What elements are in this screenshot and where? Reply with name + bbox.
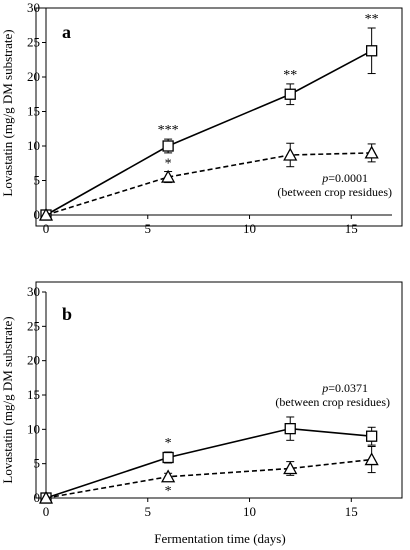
p-note-a: (between crop residues): [277, 185, 392, 199]
axes: 0 5 10 15 20 25 30 0 5 10 15: [27, 0, 392, 236]
y-tick-label: 15: [27, 104, 40, 119]
x-tick-label: 5: [145, 221, 152, 236]
series-line-triangle: [45, 152, 372, 216]
data-point-square: [284, 88, 296, 100]
significance-marker: ***: [158, 123, 179, 138]
axes: 0 5 10 15 20 25 30 0 5 10 15: [27, 284, 392, 519]
x-tick-label: 15: [345, 221, 358, 236]
p-value-b: =0.0371: [328, 381, 368, 395]
y-tick-label: 30: [27, 0, 40, 15]
panel-label-b: b: [62, 304, 72, 324]
data-point-triangle: [364, 145, 379, 159]
y-tick-label: 15: [27, 387, 40, 402]
data-point-triangle: [38, 207, 54, 221]
series-layer: ********: [38, 12, 379, 221]
y-tick-label: 10: [27, 421, 40, 436]
y-axis-title-a: Lovastatin (mg/g DM substrate): [0, 29, 15, 196]
y-tick-label: 25: [27, 318, 40, 333]
x-tick-label: 0: [43, 504, 50, 519]
text-layer: a Lovastatin (mg/g DM substrate) p=0.000…: [0, 22, 392, 199]
data-point-square: [162, 451, 174, 464]
data-point-square: [162, 140, 174, 152]
data-point-triangle: [161, 469, 176, 483]
y-tick-label: 20: [27, 69, 40, 84]
y-tick-label: 25: [27, 35, 40, 50]
data-point-square: [365, 45, 378, 57]
text-layer: b Lovastatin (mg/g DM substrate) p=0.037…: [0, 304, 390, 546]
series-line-triangle: [45, 458, 372, 499]
significance-marker: **: [283, 68, 297, 83]
y-axis-title-b: Lovastatin (mg/g DM substrate): [0, 316, 15, 483]
x-tick-label: 10: [243, 504, 256, 519]
data-point-triangle: [161, 169, 176, 183]
x-tick-label: 10: [243, 221, 256, 236]
significance-marker: *: [165, 436, 172, 451]
significance-marker: *: [165, 157, 172, 172]
data-point-triangle: [364, 452, 379, 466]
x-tick-label: 0: [43, 221, 50, 236]
data-point-triangle: [38, 490, 54, 504]
y-tick-label: 5: [34, 456, 41, 471]
p-value-annotation-a: p=0.0001: [321, 171, 368, 185]
y-tick-label: 10: [27, 138, 40, 153]
series-line-square: [45, 50, 373, 216]
x-tick-label: 5: [145, 504, 152, 519]
data-point-triangle: [283, 147, 298, 161]
series-line-square: [45, 427, 372, 499]
p-symbol-b: p: [321, 381, 328, 395]
plot-frame: [35, 7, 403, 227]
x-tick-label: 15: [345, 504, 358, 519]
significance-marker: *: [165, 484, 172, 499]
significance-marker: **: [365, 12, 379, 27]
x-axis-title-b: Fermentation time (days): [154, 531, 285, 546]
p-value-a: =0.0001: [328, 171, 368, 185]
y-tick-label: 0: [34, 490, 41, 505]
data-point-square: [284, 422, 296, 435]
series-layer: **: [38, 416, 379, 504]
y-tick-label: 0: [34, 207, 41, 222]
y-tick-label: 5: [34, 173, 41, 188]
data-point-square: [365, 430, 378, 442]
p-symbol-a: p: [321, 171, 328, 185]
p-note-b: (between crop residues): [275, 395, 390, 409]
y-tick-label: 20: [27, 353, 40, 368]
y-tick-label: 30: [27, 284, 40, 299]
panel-label-a: a: [62, 22, 71, 42]
data-point-triangle: [283, 461, 298, 475]
p-value-annotation-b: p=0.0371: [321, 381, 368, 395]
